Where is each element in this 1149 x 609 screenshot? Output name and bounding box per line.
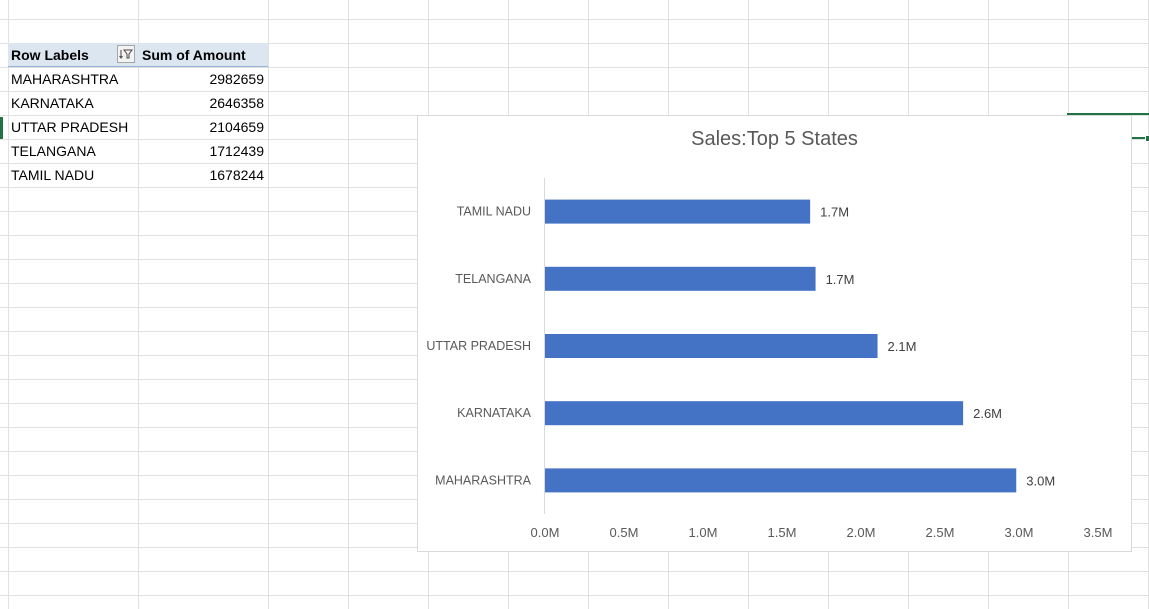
pivot-row-value[interactable]: 2982659 xyxy=(209,71,264,87)
pivot-row-value[interactable]: 1678244 xyxy=(209,167,264,183)
data-label: 1.7M xyxy=(826,272,855,287)
category-label: KARNATAKA xyxy=(457,406,532,420)
x-tick-label: 1.0M xyxy=(689,525,718,540)
bar[interactable] xyxy=(545,468,1017,493)
pivot-header-sum-of-amount[interactable]: Sum of Amount xyxy=(138,43,268,67)
row-header-selection xyxy=(0,117,3,139)
bar-chart-plot[interactable]: TAMIL NADU 1.7M TELANGANA 1.7M UTTAR PRADESH… xyxy=(418,116,1133,553)
data-label: 1.7M xyxy=(820,205,849,220)
bar[interactable] xyxy=(545,199,811,224)
category-label: TELANGANA xyxy=(455,272,531,286)
category-label: TAMIL NADU xyxy=(457,205,531,219)
x-tick-label: 3.0M xyxy=(1005,525,1034,540)
pivot-row-label[interactable]: MAHARASHTRA xyxy=(11,71,119,87)
row-labels-filter-button[interactable] xyxy=(117,45,135,63)
x-tick-label: 2.5M xyxy=(926,525,955,540)
category-label: MAHARASHTRA xyxy=(435,473,532,487)
pivot-row-label[interactable]: TELANGANA xyxy=(11,143,96,159)
pivot-row-value[interactable]: 2104659 xyxy=(209,119,264,135)
chart-title[interactable]: Sales:Top 5 States xyxy=(691,128,858,150)
x-tick-label: 0.0M xyxy=(531,525,560,540)
data-label: 3.0M xyxy=(1026,473,1055,488)
bar[interactable] xyxy=(545,266,816,291)
data-label: 2.1M xyxy=(888,339,917,354)
pivot-header-row-labels[interactable]: Row Labels xyxy=(8,43,138,67)
x-tick-label: 3.5M xyxy=(1084,525,1113,540)
pivot-row-value[interactable]: 1712439 xyxy=(209,143,264,159)
pivot-row-label[interactable]: KARNATAKA xyxy=(11,95,94,111)
chart-area[interactable]: Sales:Top 5 States TAMIL NADU 1.7M TELANGA… xyxy=(417,115,1132,552)
bar[interactable] xyxy=(545,401,964,426)
x-tick-label: 1.5M xyxy=(768,525,797,540)
category-label: UTTAR PRADESH xyxy=(426,339,531,353)
x-tick-label: 2.0M xyxy=(847,525,876,540)
pivot-row-label[interactable]: UTTAR PRADESH xyxy=(11,119,129,135)
fill-handle[interactable] xyxy=(1145,135,1149,142)
x-tick-label: 0.5M xyxy=(610,525,639,540)
bar[interactable] xyxy=(545,334,878,358)
pivot-row-label[interactable]: TAMIL NADU xyxy=(11,167,95,183)
filter-sort-icon xyxy=(119,49,133,59)
pivot-row-value[interactable]: 2646358 xyxy=(209,95,264,111)
data-label: 2.6M xyxy=(973,406,1002,421)
